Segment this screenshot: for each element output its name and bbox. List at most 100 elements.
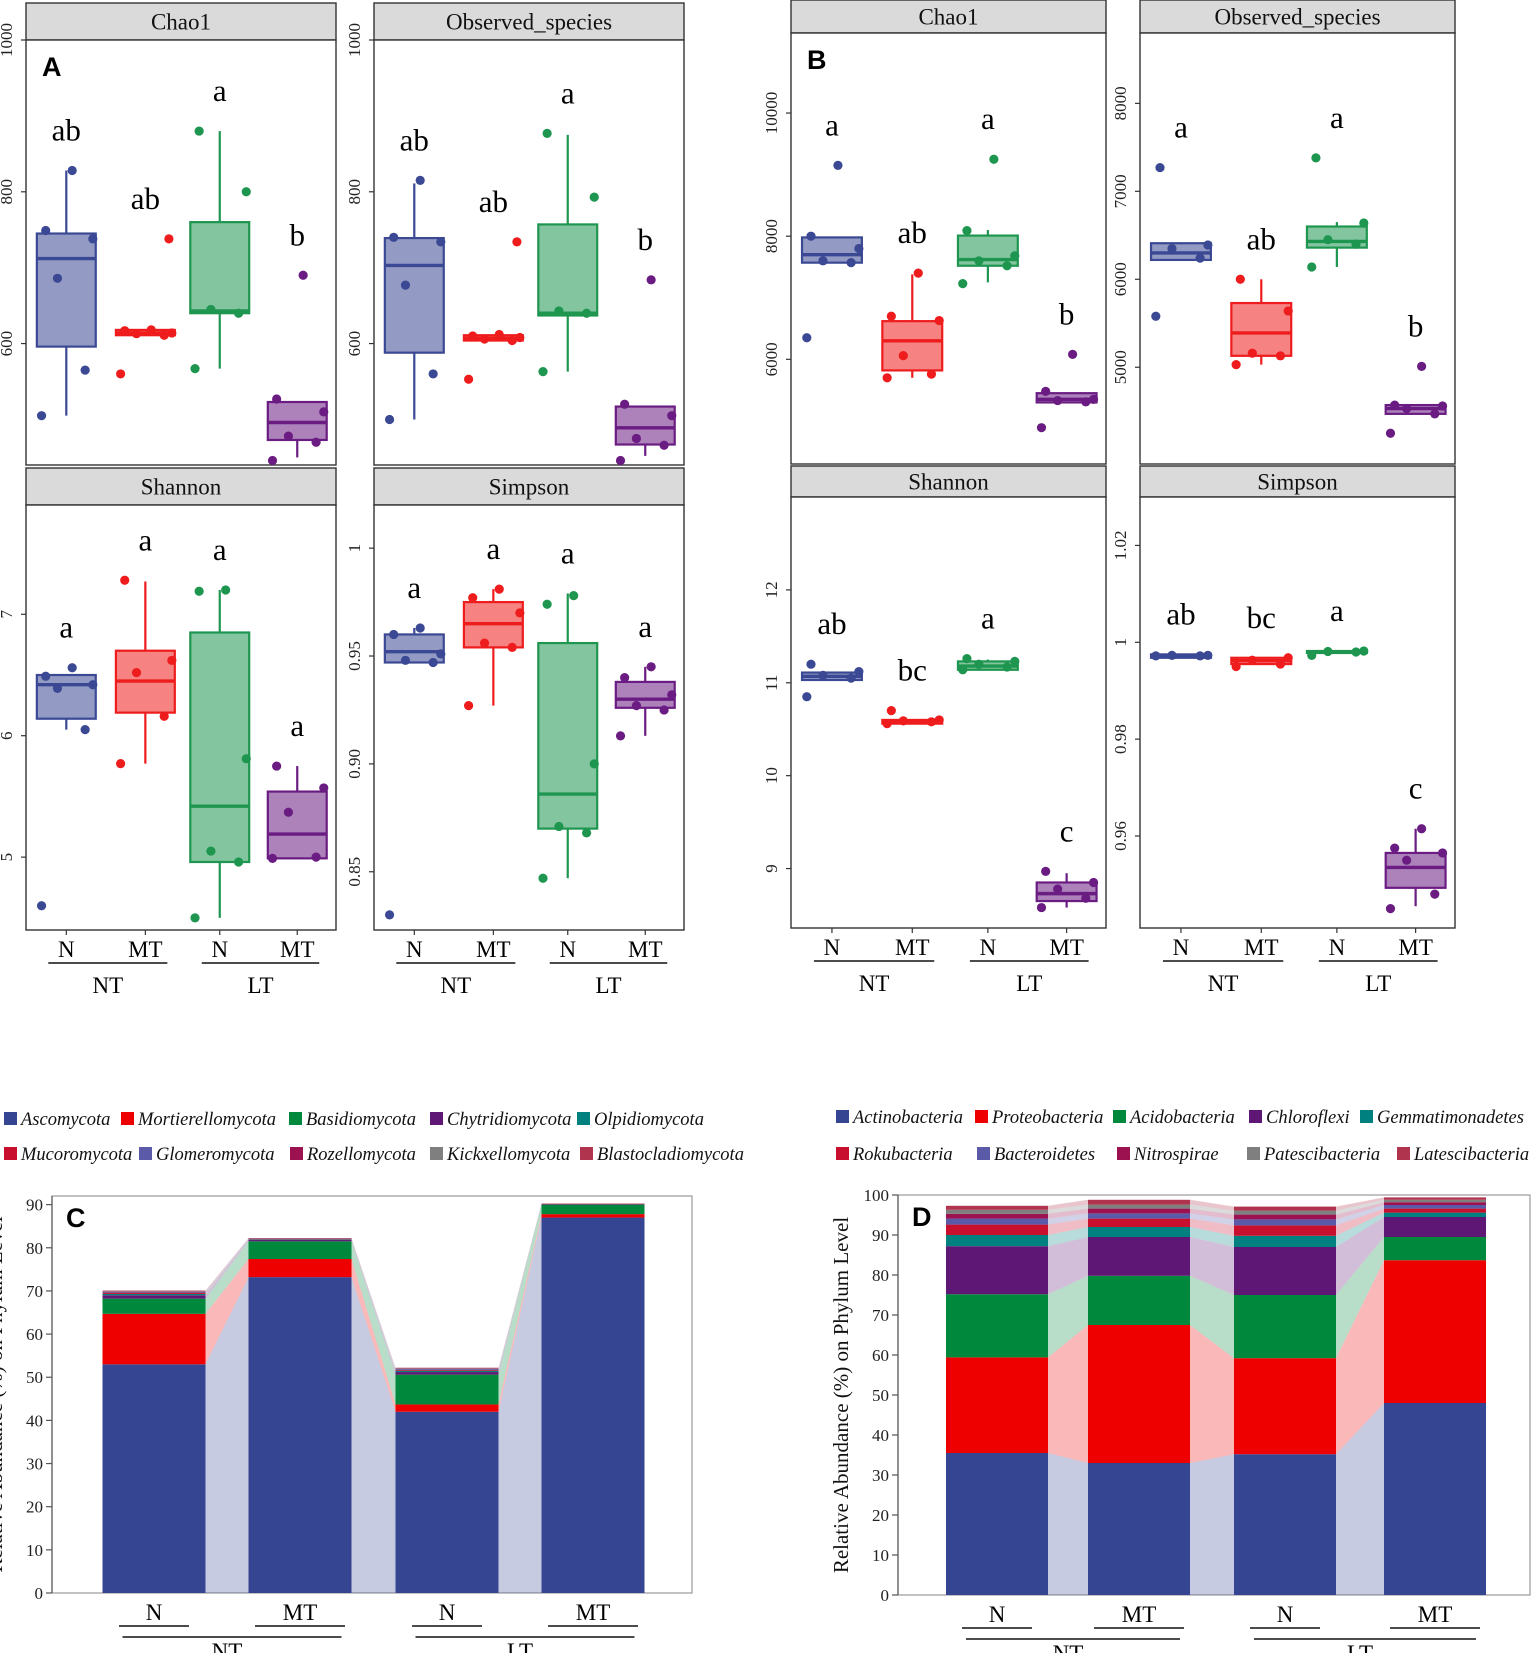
data-point bbox=[146, 325, 156, 335]
box bbox=[537, 223, 599, 317]
legend-label: Patescibacteria bbox=[1263, 1145, 1380, 1165]
box bbox=[614, 680, 676, 709]
y-tick-label: 60 bbox=[872, 1346, 889, 1365]
box-group: ab bbox=[462, 184, 525, 384]
data-point bbox=[542, 128, 552, 138]
box-group: a bbox=[537, 75, 599, 377]
x-tick-label: N bbox=[58, 937, 75, 962]
flow-ribbon bbox=[205, 1277, 249, 1593]
flow-ribbon bbox=[498, 1214, 542, 1412]
facet-strip bbox=[790, 465, 1107, 498]
bar-segment bbox=[1234, 1235, 1336, 1247]
data-point bbox=[311, 437, 321, 447]
box bbox=[35, 673, 97, 720]
legend-swatch bbox=[121, 1112, 134, 1125]
y-tick-label: 1000 bbox=[345, 23, 364, 57]
data-point bbox=[384, 414, 395, 425]
data-point bbox=[962, 226, 972, 236]
bar-segment bbox=[1384, 1197, 1486, 1200]
data-point bbox=[67, 165, 77, 176]
data-point bbox=[1203, 650, 1213, 660]
data-point bbox=[1359, 646, 1369, 656]
flow-ribbon bbox=[1336, 1205, 1384, 1226]
data-point bbox=[806, 231, 816, 241]
x-tick-label: MT bbox=[628, 937, 663, 962]
panel-label-d: D bbox=[912, 1202, 932, 1232]
data-point bbox=[159, 711, 169, 721]
box-group: ab bbox=[1149, 596, 1213, 661]
data-point bbox=[512, 237, 522, 247]
bar-segment bbox=[102, 1298, 206, 1314]
x-tick-label: MT bbox=[1398, 935, 1433, 960]
group-label: NT bbox=[859, 971, 890, 996]
flow-ribbon bbox=[351, 1259, 396, 1412]
flow-ribbon bbox=[1336, 1217, 1384, 1295]
y-tick-label: 10 bbox=[872, 1546, 889, 1565]
legend-label: Blastocladiomycota bbox=[597, 1145, 744, 1165]
data-point bbox=[1275, 659, 1286, 669]
significance-label: a bbox=[1174, 110, 1188, 145]
data-point bbox=[1231, 360, 1241, 370]
data-point bbox=[319, 783, 329, 793]
data-point bbox=[167, 655, 177, 666]
data-point bbox=[1036, 423, 1047, 433]
box-group: ab bbox=[383, 122, 446, 425]
data-point bbox=[494, 329, 504, 340]
significance-label: ab bbox=[1166, 596, 1195, 631]
bar-segment bbox=[1384, 1403, 1486, 1595]
data-point bbox=[1195, 651, 1205, 661]
y-tick-label: 800 bbox=[0, 179, 16, 205]
legend-label: Chloroflexi bbox=[1266, 1108, 1350, 1128]
bar-segment bbox=[946, 1224, 1048, 1235]
flow-ribbon bbox=[1190, 1227, 1234, 1247]
flow-ribbon bbox=[351, 1241, 396, 1405]
data-point bbox=[241, 754, 251, 764]
flow-ribbon bbox=[1190, 1454, 1234, 1595]
data-point bbox=[631, 701, 642, 711]
flow-ribbon bbox=[205, 1240, 249, 1299]
data-point bbox=[1081, 397, 1091, 407]
data-point bbox=[538, 367, 548, 377]
flow-ribbon bbox=[1190, 1208, 1234, 1220]
box-group: b bbox=[1035, 296, 1099, 433]
data-point bbox=[615, 455, 626, 466]
flow-ribbon bbox=[351, 1239, 396, 1373]
legend-label: Ascomycota bbox=[19, 1110, 110, 1130]
x-tick-label: N bbox=[406, 937, 423, 962]
data-point bbox=[554, 306, 564, 316]
bar-segment bbox=[1088, 1463, 1190, 1595]
data-point bbox=[194, 586, 204, 596]
data-point bbox=[926, 717, 937, 727]
group-label: NT bbox=[440, 973, 471, 998]
flow-ribbon bbox=[1048, 1237, 1088, 1295]
data-point bbox=[415, 175, 425, 186]
bar-segment bbox=[1088, 1199, 1190, 1205]
data-point bbox=[1053, 395, 1063, 406]
data-point bbox=[88, 234, 98, 244]
data-point bbox=[646, 662, 656, 672]
box-group: a bbox=[266, 708, 329, 863]
box-group: a bbox=[1305, 100, 1369, 272]
facet-strip bbox=[1139, 465, 1456, 498]
data-point bbox=[802, 692, 812, 702]
bar-segment bbox=[541, 1214, 645, 1218]
box bbox=[537, 641, 599, 830]
y-tick-label: 800 bbox=[345, 179, 364, 205]
data-point bbox=[589, 759, 599, 769]
flow-ribbon bbox=[205, 1238, 249, 1293]
data-point bbox=[167, 328, 177, 338]
y-tick-label: 11 bbox=[762, 675, 781, 691]
data-point bbox=[1275, 351, 1286, 361]
box-group: b bbox=[614, 222, 677, 466]
bar-segment bbox=[946, 1213, 1048, 1219]
significance-label: a bbox=[407, 570, 421, 605]
data-point bbox=[389, 629, 399, 640]
bar-segment bbox=[1088, 1275, 1190, 1325]
box-group: a bbox=[462, 531, 525, 711]
box-group: a bbox=[800, 107, 864, 343]
data-point bbox=[1402, 403, 1412, 414]
data-point bbox=[589, 192, 599, 202]
significance-label: b bbox=[1059, 296, 1075, 331]
data-point bbox=[802, 333, 812, 343]
bar-segment bbox=[1234, 1214, 1336, 1220]
